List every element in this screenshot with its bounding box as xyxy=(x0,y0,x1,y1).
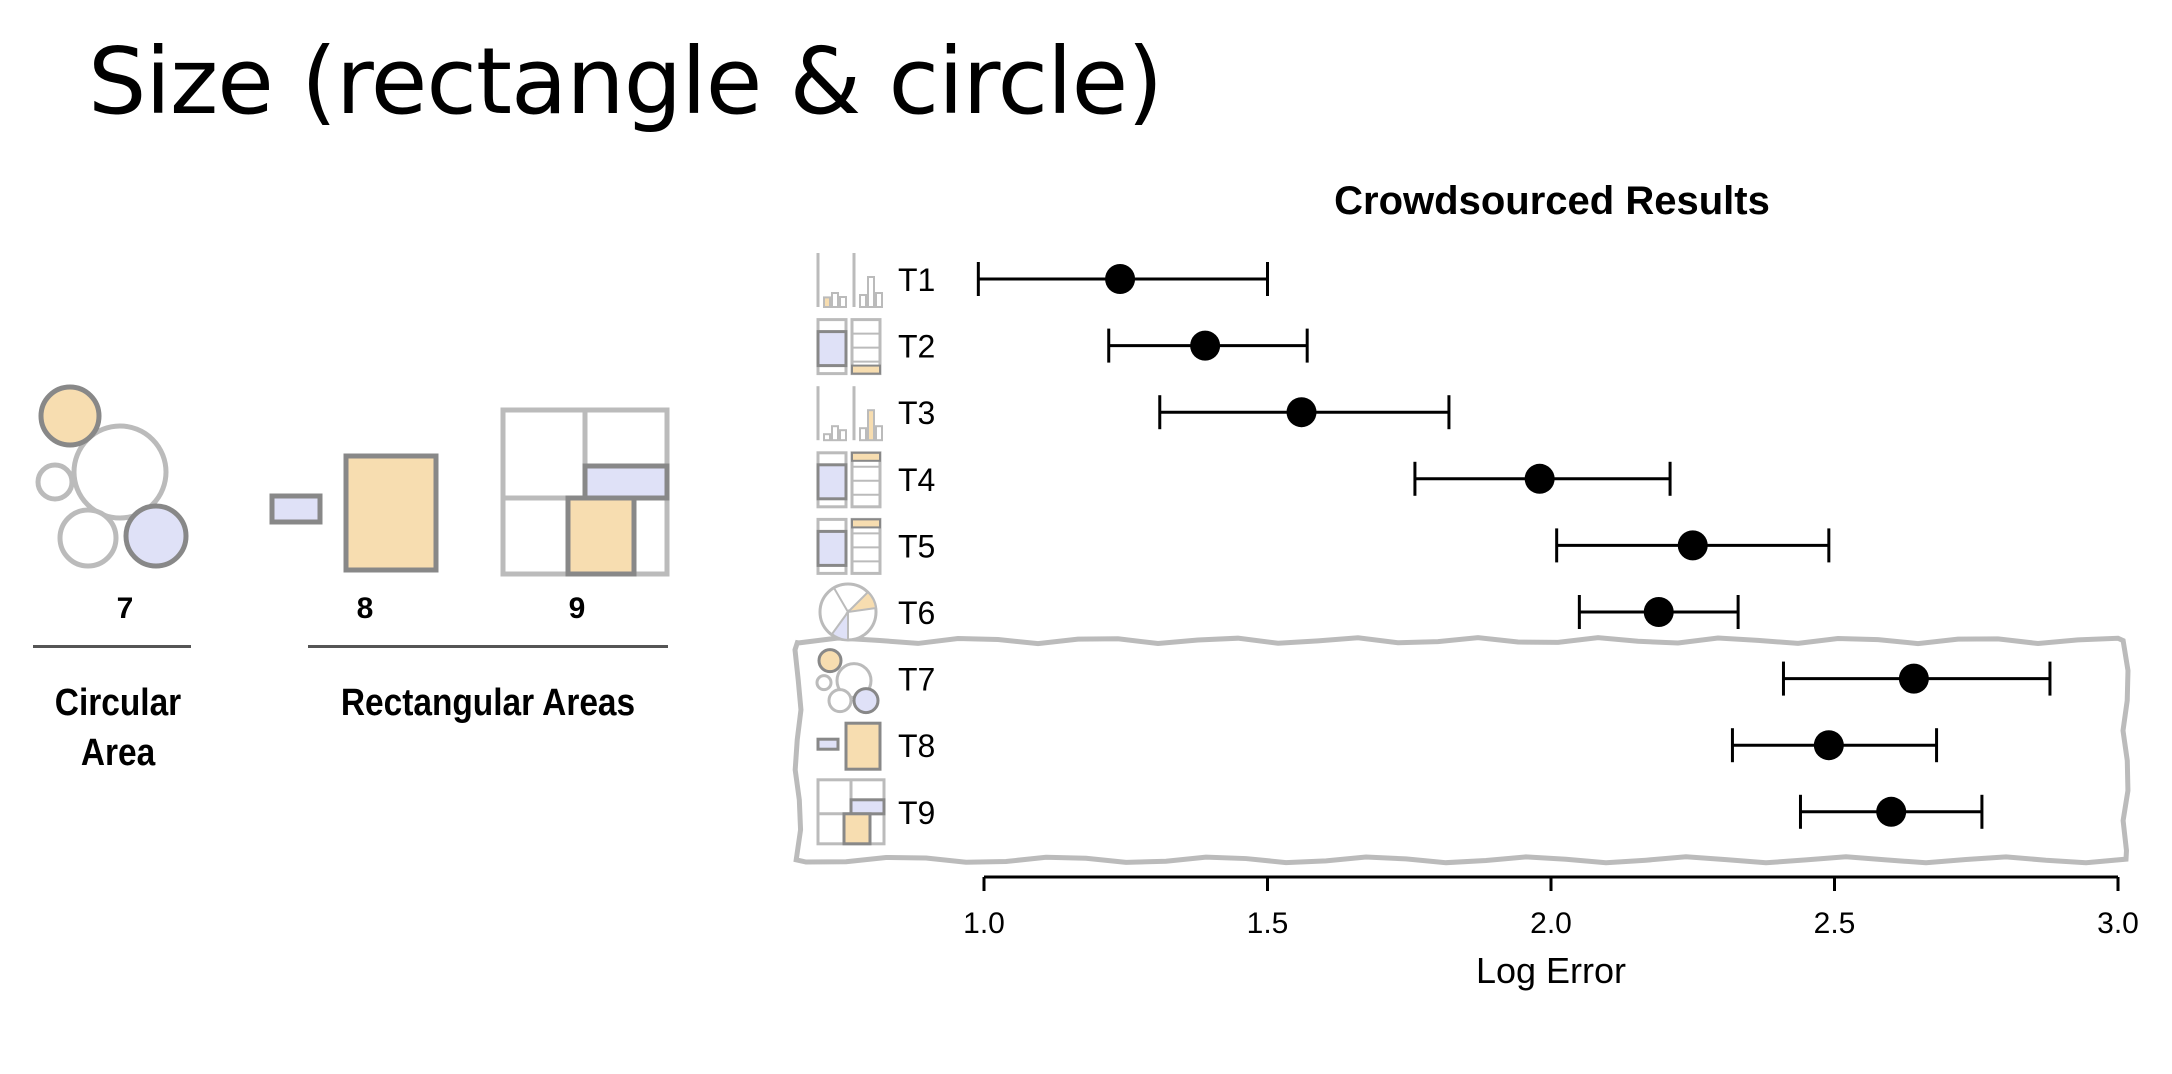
rectangle-area-glyph xyxy=(269,453,439,573)
x-tick-label: 3.0 xyxy=(2097,907,2139,940)
category-label: T1 xyxy=(898,262,935,298)
stacked-bar-icon xyxy=(816,318,882,376)
data-point xyxy=(1813,730,1844,761)
treemap-icon xyxy=(816,778,886,846)
data-point xyxy=(1105,264,1136,294)
data-point xyxy=(1524,463,1555,494)
figure-label-9: 9 xyxy=(568,592,586,625)
chart-title: Crowdsourced Results xyxy=(1334,179,1770,223)
highlight-box xyxy=(792,635,2131,866)
data-point xyxy=(1876,796,1907,827)
rectangular-areas-label: Rectangular Areas xyxy=(340,682,636,724)
circular-area-underline xyxy=(33,645,191,648)
data-point xyxy=(1190,330,1221,361)
category-label: T3 xyxy=(898,395,935,431)
small-rectangle xyxy=(269,493,323,525)
x-axis-label: Log Error xyxy=(1476,950,1626,991)
large-circle xyxy=(71,423,169,521)
bar-chart-icon xyxy=(816,253,883,308)
category-label: T8 xyxy=(898,728,935,764)
figure-label-8: 8 xyxy=(356,592,374,625)
category-label: T2 xyxy=(898,329,935,365)
size-encoding-figure: 7 8 9 Circular Area Rectangular Areas xyxy=(0,0,700,1074)
pie-chart-icon xyxy=(818,582,878,642)
data-point xyxy=(1643,597,1674,627)
circular-area-label: Circular Area xyxy=(54,682,182,774)
x-tick-label: 2.5 xyxy=(1814,907,1856,940)
small-circle xyxy=(35,462,75,502)
x-tick-label: 1.5 xyxy=(1247,907,1289,940)
slide-title: Size (rectangle & circle) xyxy=(88,28,1163,135)
category-label: T5 xyxy=(898,528,935,564)
x-tick-label: 1.0 xyxy=(963,907,1005,940)
highlighted-circle-orange xyxy=(38,384,102,448)
category-label: T6 xyxy=(898,595,935,631)
circle-area-glyph xyxy=(35,384,189,569)
data-point xyxy=(1677,530,1708,561)
stacked-bar-icon xyxy=(816,451,882,509)
figure-label-7: 7 xyxy=(116,592,134,625)
x-tick-label: 2.0 xyxy=(1530,907,1572,940)
category-label: T7 xyxy=(898,662,935,698)
bubble-icon xyxy=(815,648,880,715)
rectangular-areas-underline xyxy=(308,645,668,648)
category-label: T9 xyxy=(898,795,935,831)
rectangle-pair-icon xyxy=(816,721,882,771)
treemap-highlight-orange xyxy=(565,495,637,577)
treemap-glyph xyxy=(500,407,670,577)
bar-chart-icon xyxy=(816,386,883,442)
medium-circle xyxy=(57,507,119,569)
highlighted-circle-blue xyxy=(123,503,189,569)
size-encoding-shapes xyxy=(35,384,670,577)
large-rectangle xyxy=(343,453,439,573)
stacked-bar-icon xyxy=(816,517,882,575)
category-label: T4 xyxy=(898,462,935,498)
data-point xyxy=(1898,663,1929,694)
data-point xyxy=(1286,397,1317,428)
